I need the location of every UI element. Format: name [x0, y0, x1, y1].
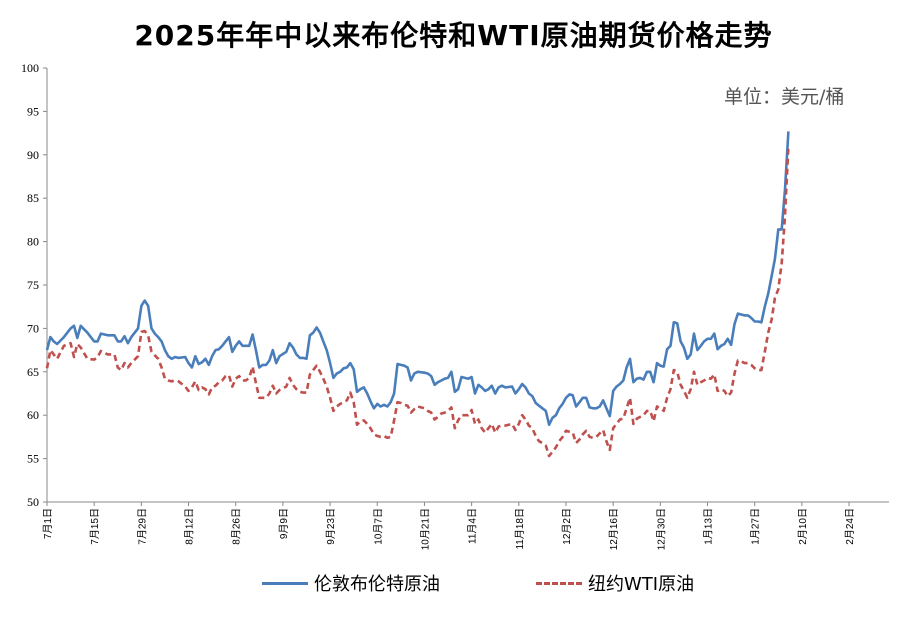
legend-item-wti: 纽约WTI原油: [536, 570, 694, 596]
y-tick-label: 90: [27, 148, 39, 162]
x-tick-label: 11月4日: [467, 508, 479, 544]
series-line-wti: [47, 146, 788, 456]
axes: [47, 68, 889, 502]
y-tick-label: 100: [21, 61, 39, 75]
y-tick-label: 80: [27, 235, 39, 249]
x-tick-label: 7月15日: [89, 508, 101, 545]
x-tick-label: 12月2日: [561, 508, 573, 545]
legend-label-wti: 纽约WTI原油: [588, 570, 694, 596]
x-tick-label: 8月26日: [231, 508, 243, 545]
y-tick-label: 75: [27, 278, 39, 292]
legend-swatch-brent: [262, 582, 308, 585]
price-chart: 50 55 60 65 70 75 80 85 90 95 100 7月1日 7月15日 7月29日 8月…: [0, 0, 907, 627]
y-tick-label: 85: [27, 191, 39, 205]
legend-item-brent: 伦敦布伦特原油: [262, 570, 440, 596]
x-tick-label: 12月16日: [608, 508, 620, 550]
legend-swatch-wti: [536, 582, 582, 585]
y-axis-ticks: 50 55 60 65 70 75 80 85 90 95 100: [21, 61, 47, 509]
x-tick-label: 10月21日: [419, 508, 431, 550]
series-line-brent: [47, 131, 788, 424]
y-tick-label: 70: [27, 321, 39, 335]
x-tick-label: 1月13日: [703, 508, 715, 545]
x-tick-label: 8月12日: [184, 508, 196, 545]
x-tick-label: 2月24日: [844, 508, 856, 545]
x-tick-label: 9月23日: [325, 508, 337, 545]
legend-label-brent: 伦敦布伦特原油: [314, 570, 440, 596]
y-tick-label: 60: [27, 408, 39, 422]
y-tick-label: 50: [27, 495, 39, 509]
x-tick-label: 11月18日: [514, 508, 526, 550]
x-tick-label: 9月9日: [278, 508, 290, 539]
x-tick-label: 7月1日: [42, 508, 54, 539]
x-tick-label: 2月10日: [797, 508, 809, 545]
x-tick-label: 1月27日: [750, 508, 762, 545]
y-tick-label: 65: [27, 365, 39, 379]
x-tick-label: 7月29日: [136, 508, 148, 545]
x-axis-ticks: 7月1日 7月15日 7月29日 8月12日 8月26日 9月9日 9月23日 10月7日 10…: [42, 502, 856, 550]
x-tick-label: 10月7日: [372, 508, 384, 545]
x-tick-label: 12月30日: [655, 508, 667, 550]
series-lines: [47, 131, 788, 456]
y-tick-label: 95: [27, 104, 39, 118]
y-tick-label: 55: [27, 452, 39, 466]
